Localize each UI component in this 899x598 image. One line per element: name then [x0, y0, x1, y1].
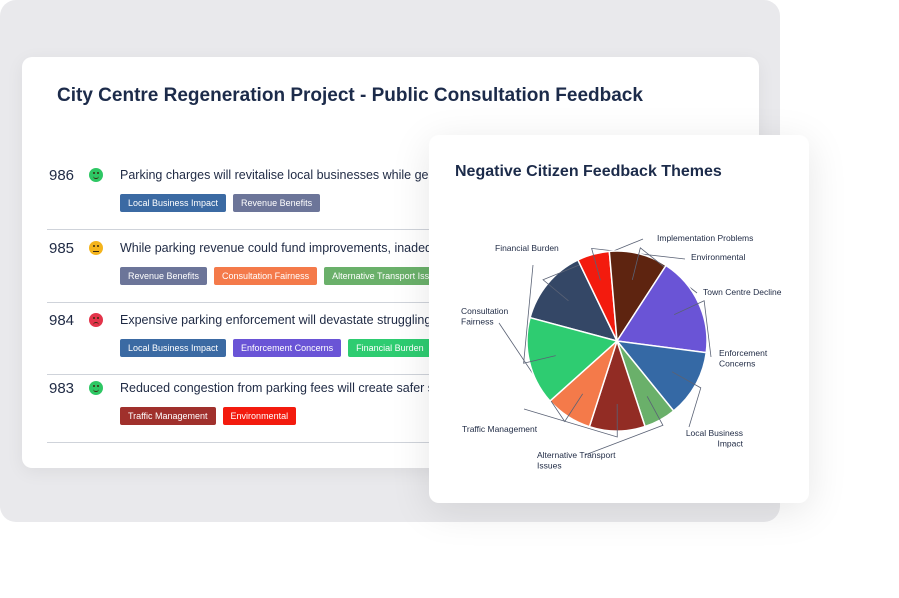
tag-financial-burden[interactable]: Financial Burden [348, 339, 432, 357]
neutral-sentiment-icon [89, 241, 103, 255]
tag-list: Revenue Benefits Consultation Fairness A… [120, 267, 448, 285]
feedback-text: Expensive parking enforcement will devas… [120, 313, 451, 327]
pie-label: Environmental [691, 252, 745, 262]
pie-label: Enforcement Concerns [719, 348, 768, 369]
tag-enforcement-concerns[interactable]: Enforcement Concerns [233, 339, 342, 357]
tag-local-business-impact[interactable]: Local Business Impact [120, 339, 227, 357]
pie-leader-line [498, 322, 584, 423]
pie-label: Financial Burden [495, 243, 559, 253]
pie-label: Consultation Fairness [461, 306, 509, 327]
feedback-number: 985 [49, 240, 75, 257]
tag-revenue-benefits[interactable]: Revenue Benefits [233, 194, 321, 212]
page-title: City Centre Regeneration Project - Publi… [57, 85, 643, 106]
pie-label: Traffic Management [462, 424, 538, 434]
pie-leader-line [523, 403, 618, 438]
tag-environmental[interactable]: Environmental [222, 407, 297, 425]
feedback-row[interactable]: 983 Reduced congestion from parking fees… [47, 370, 697, 443]
chart-card: Negative Citizen Feedback Themes Impleme… [429, 135, 809, 503]
chart-title: Negative Citizen Feedback Themes [455, 163, 722, 180]
pie-label: Implementation Problems [657, 233, 753, 243]
pie-leader-line [584, 396, 664, 456]
positive-sentiment-icon [89, 168, 103, 182]
pie-chart: Implementation Problems Environmental Town… [461, 233, 782, 471]
feedback-number: 986 [49, 167, 75, 184]
tag-local-business-impact[interactable]: Local Business Impact [120, 194, 227, 212]
feedback-row[interactable]: 986 Parking charges will revitalise loca… [47, 157, 697, 230]
feedback-row[interactable]: 985 While parking revenue could fund imp… [47, 230, 697, 303]
feedback-text: Reduced congestion from parking fees wil… [120, 381, 456, 395]
pie-leader-line [591, 247, 686, 281]
tag-alternative-transport[interactable]: Alternative Transport Issue [324, 267, 448, 285]
pie-label: Town Centre Decline [703, 287, 782, 297]
tag-consultation-fairness[interactable]: Consultation Fairness [214, 267, 318, 285]
tag-list: Traffic Management Environmental [120, 407, 297, 425]
tag-list: Local Business Impact Enforcement Concer… [120, 339, 432, 357]
tag-revenue-benefits[interactable]: Revenue Benefits [120, 267, 208, 285]
feedback-text: While parking revenue could fund improve… [120, 241, 450, 255]
feedback-text: Parking charges will revitalise local bu… [120, 168, 457, 182]
feedback-number: 983 [49, 380, 75, 397]
positive-sentiment-icon [89, 381, 103, 395]
pie-label: Local Business Impact [686, 428, 744, 449]
tag-traffic-management[interactable]: Traffic Management [120, 407, 216, 425]
tag-list: Local Business Impact Revenue Benefits [120, 194, 321, 212]
feedback-row[interactable]: 984 Expensive parking enforcement will d… [47, 302, 697, 375]
negative-sentiment-icon [89, 313, 103, 327]
pie-label: Alternative Transport Issues [537, 450, 616, 471]
pie-leader-line [671, 371, 702, 428]
pie-leader-line [523, 264, 556, 364]
pie-leader-line [674, 300, 712, 358]
feedback-number: 984 [49, 312, 75, 329]
